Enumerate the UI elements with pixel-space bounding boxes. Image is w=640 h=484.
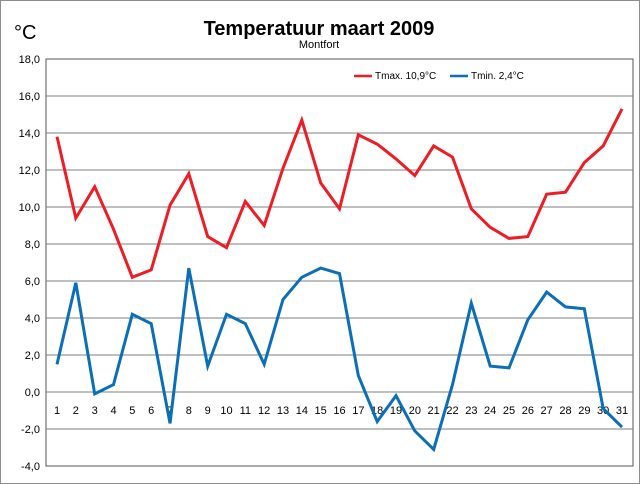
- x-tick-label: 11: [240, 405, 251, 417]
- legend-tmin-label: Tmin. 2,4°C: [471, 71, 524, 82]
- data-series: [55, 108, 624, 453]
- x-tick-label: 12: [258, 405, 270, 417]
- x-tick-label: 23: [465, 405, 477, 417]
- x-tick-label: 16: [333, 405, 345, 417]
- x-tick-label: 6: [148, 405, 154, 417]
- y-tick-label: 8,0: [25, 239, 40, 251]
- x-tick-label: 27: [541, 405, 553, 417]
- x-tick-label: 5: [129, 405, 135, 417]
- y-axis-unit-label: °C: [14, 22, 36, 44]
- x-tick-label: 14: [296, 405, 308, 417]
- x-tick-label: 21: [428, 405, 440, 417]
- x-tick-label: 24: [484, 405, 496, 417]
- x-tick-label: 3: [92, 405, 98, 417]
- x-tick-label: 29: [578, 405, 590, 417]
- x-tick-label: 13: [277, 405, 289, 417]
- x-tick-label: 22: [446, 405, 458, 417]
- x-tick-label: 31: [616, 405, 628, 417]
- chart-title: Temperatuur maart 2009: [204, 18, 435, 40]
- y-tick-label: -4,0: [21, 461, 40, 473]
- y-tick-labels: 18,0 16,0 14,0 12,0 10,0 8,0 6,0 4,0 2,0 0,0 -2,0 -…: [19, 54, 40, 473]
- y-tick-label: 10,0: [19, 202, 40, 214]
- x-tick-label: 17: [352, 405, 364, 417]
- tmax-series-line: [55, 108, 624, 280]
- x-tick-label: 28: [559, 405, 571, 417]
- x-tick-label: 26: [522, 405, 534, 417]
- x-tick-label: 25: [503, 405, 515, 417]
- x-tick-label: 9: [205, 405, 211, 417]
- x-tick-label: 20: [409, 405, 421, 417]
- x-tick-label: 8: [186, 405, 192, 417]
- x-tick-label: 30: [597, 405, 609, 417]
- x-tick-label: 1: [54, 405, 60, 417]
- y-tick-label: 6,0: [25, 276, 40, 288]
- x-tick-labels: 1 2 3 4 5 6 7 8 9 10 11 12 13 14 15 16 17 18 19 20 21 22 23 24 2…: [54, 405, 628, 417]
- y-tick-label: 16,0: [19, 91, 40, 103]
- y-tick-label: 12,0: [19, 165, 40, 177]
- legend-tmax-label: Tmax. 10,9°C: [375, 71, 436, 82]
- tmin-series-line: [55, 266, 624, 453]
- y-tick-label: 18,0: [19, 54, 40, 66]
- y-tick-label: 14,0: [19, 128, 40, 140]
- plot-area-border: [45, 58, 634, 467]
- x-tick-label: 2: [73, 405, 79, 417]
- y-tick-label: 4,0: [25, 313, 40, 325]
- x-tick-label: 10: [220, 405, 232, 417]
- y-tick-label: 0,0: [25, 387, 40, 399]
- chart-subtitle: Montfort: [299, 39, 339, 51]
- gridlines: [46, 95, 633, 430]
- legend: Tmax. 10,9°C Tmin. 2,4°C: [354, 71, 524, 82]
- y-tick-label: -2,0: [21, 424, 40, 436]
- x-tick-label: 4: [110, 405, 116, 417]
- x-tick-label: 15: [315, 405, 327, 417]
- y-tick-label: 2,0: [25, 350, 40, 362]
- x-tick-label: 19: [390, 405, 402, 417]
